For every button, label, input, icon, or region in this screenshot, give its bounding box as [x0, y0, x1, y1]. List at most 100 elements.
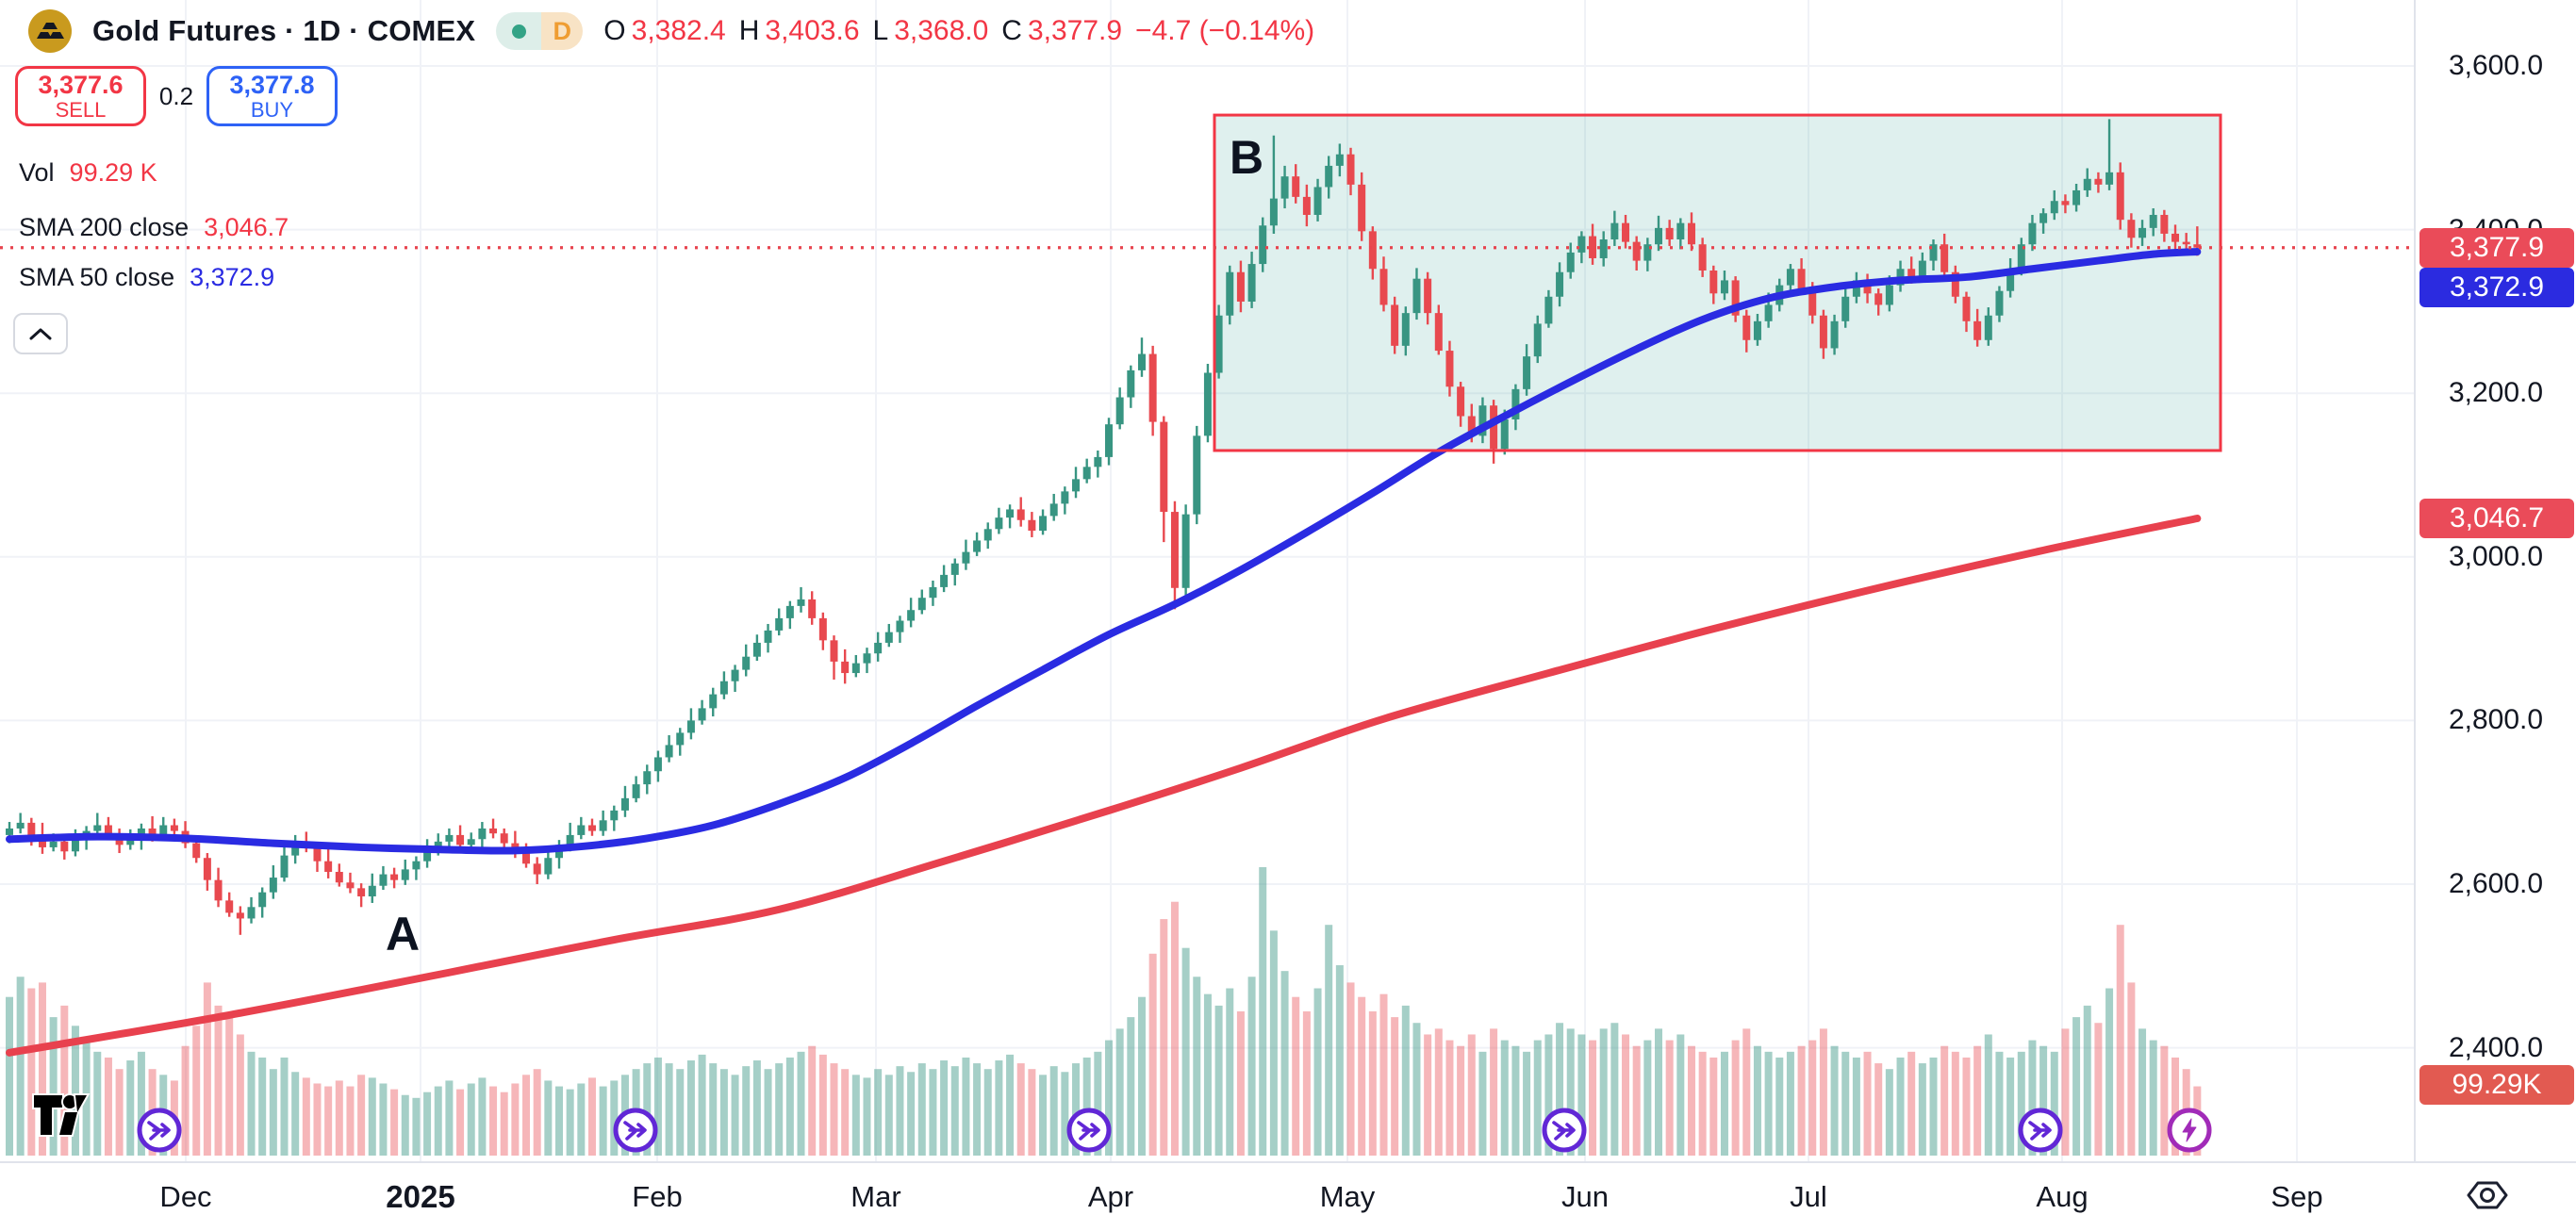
candle-body: [2160, 214, 2169, 234]
candle-body: [2127, 220, 2136, 238]
volume-bar: [1764, 1051, 1773, 1156]
volume-bar: [1478, 1051, 1487, 1156]
candle-body: [1039, 516, 1048, 532]
candle-body: [808, 599, 817, 618]
axis-settings-icon[interactable]: [2463, 1173, 2512, 1223]
candle-body: [1665, 227, 1674, 240]
volume-bar: [698, 1054, 706, 1156]
candle-body: [236, 912, 244, 919]
volume-bar: [1632, 1045, 1641, 1156]
candle-body: [698, 708, 706, 721]
candle-body: [2094, 178, 2103, 185]
interval-chip[interactable]: D: [496, 12, 584, 50]
candle-body: [2138, 227, 2147, 238]
candle-body: [203, 858, 211, 880]
sma200-line[interactable]: [6, 515, 2202, 1057]
volume-bar: [907, 1072, 916, 1156]
volume-bar: [577, 1083, 586, 1156]
volume-bar: [896, 1066, 904, 1156]
candle-body: [896, 620, 904, 632]
event-jump-arrow-icon[interactable]: [613, 1108, 658, 1153]
sma200-legend-row[interactable]: SMA 200 close 3,046.7: [19, 213, 289, 242]
annotation-label-b[interactable]: B: [1230, 131, 1263, 184]
highlight-box-border[interactable]: [1213, 113, 2222, 452]
candle-body: [1753, 320, 1761, 340]
candle-body: [1259, 225, 1267, 265]
collapse-legend-button[interactable]: [13, 313, 68, 354]
candle-body: [665, 745, 673, 758]
candle-body: [785, 605, 794, 618]
candle-body: [1457, 386, 1465, 417]
candle-body: [1544, 296, 1553, 324]
candle-body: [1302, 196, 1311, 215]
candle-body: [1622, 222, 1630, 242]
volume-bar: [280, 1057, 289, 1156]
candle-body: [1247, 264, 1256, 302]
volume-bar: [1731, 1040, 1740, 1156]
candlestick-chart[interactable]: BA: [0, 0, 2576, 1161]
candle-body: [709, 694, 718, 709]
sma50-legend-row[interactable]: SMA 50 close 3,372.9: [19, 263, 274, 292]
symbol-title[interactable]: Gold Futures · 1D · COMEX: [92, 14, 476, 47]
event-flash-icon[interactable]: [2167, 1108, 2212, 1153]
buy-button[interactable]: 3,377.8 BUY: [206, 66, 338, 126]
candle-body: [379, 874, 388, 886]
volume-bar: [1445, 1040, 1454, 1156]
candle-body: [1280, 176, 1289, 199]
time-axis[interactable]: Dec 2025 Feb Mar Apr May Jun Jul Aug Sep: [0, 1161, 2576, 1231]
event-jump-arrow-icon[interactable]: [137, 1108, 182, 1153]
price-axis[interactable]: 3,600.03,400.03,200.03,000.02,800.02,600…: [2414, 0, 2576, 1161]
candle-body: [917, 598, 926, 611]
candle-body: [907, 610, 916, 621]
last-price-badge: 3,377.9: [2419, 227, 2574, 268]
volume-legend-row[interactable]: Vol 99.29 K: [19, 158, 157, 188]
volume-bar: [335, 1080, 343, 1156]
candle-body: [1556, 271, 1564, 297]
event-jump-arrow-icon[interactable]: [1066, 1108, 1112, 1153]
volume-bar: [1016, 1063, 1025, 1156]
volume-bar: [126, 1060, 135, 1156]
volume-bar: [2127, 982, 2136, 1156]
candle-body: [346, 882, 355, 889]
candle-body: [1391, 304, 1399, 346]
candle-body: [676, 732, 685, 746]
volume-bar: [719, 1069, 728, 1156]
price-axis-label: 3,200.0: [2448, 377, 2544, 409]
candle-body: [445, 834, 454, 842]
volume-bar: [1995, 1051, 2004, 1156]
candle-body: [148, 828, 157, 835]
candle-body: [1841, 296, 1850, 321]
volume-bar: [1753, 1045, 1761, 1156]
volume-bar: [1885, 1069, 1893, 1156]
volume-bar: [555, 1086, 563, 1156]
volume-bar: [1346, 982, 1355, 1156]
volume-bar: [1137, 996, 1146, 1156]
volume-bar: [1049, 1066, 1058, 1156]
event-jump-arrow-icon[interactable]: [1542, 1108, 1587, 1153]
candle-body: [1951, 271, 1959, 297]
annotation-label-a[interactable]: A: [386, 908, 420, 960]
candle-body: [126, 839, 135, 845]
volume-bar: [357, 1075, 366, 1156]
volume-bar: [1094, 1051, 1102, 1156]
volume-bar: [1808, 1040, 1817, 1156]
candle-body: [60, 841, 69, 852]
highlight-box-fill[interactable]: [1214, 115, 2221, 451]
volume-bar: [489, 1086, 498, 1156]
event-jump-arrow-icon[interactable]: [2018, 1108, 2063, 1153]
candle-body: [335, 871, 343, 883]
sma50-line[interactable]: [6, 248, 2202, 855]
sell-button[interactable]: 3,377.6 SELL: [15, 66, 146, 126]
candle-body: [2116, 172, 2124, 221]
candle-body: [1676, 222, 1685, 240]
price-axis-label: 2,600.0: [2448, 868, 2544, 899]
volume-bar: [1500, 1040, 1509, 1156]
ohlc-open-key: O: [603, 15, 626, 46]
candle-body: [93, 825, 102, 831]
volume-bar: [247, 1051, 256, 1156]
volume-bar: [1006, 1054, 1015, 1156]
candle-body: [1929, 244, 1938, 261]
volume-bar: [665, 1063, 673, 1156]
candle-body: [1203, 372, 1212, 436]
volume-bar: [1160, 919, 1168, 1156]
